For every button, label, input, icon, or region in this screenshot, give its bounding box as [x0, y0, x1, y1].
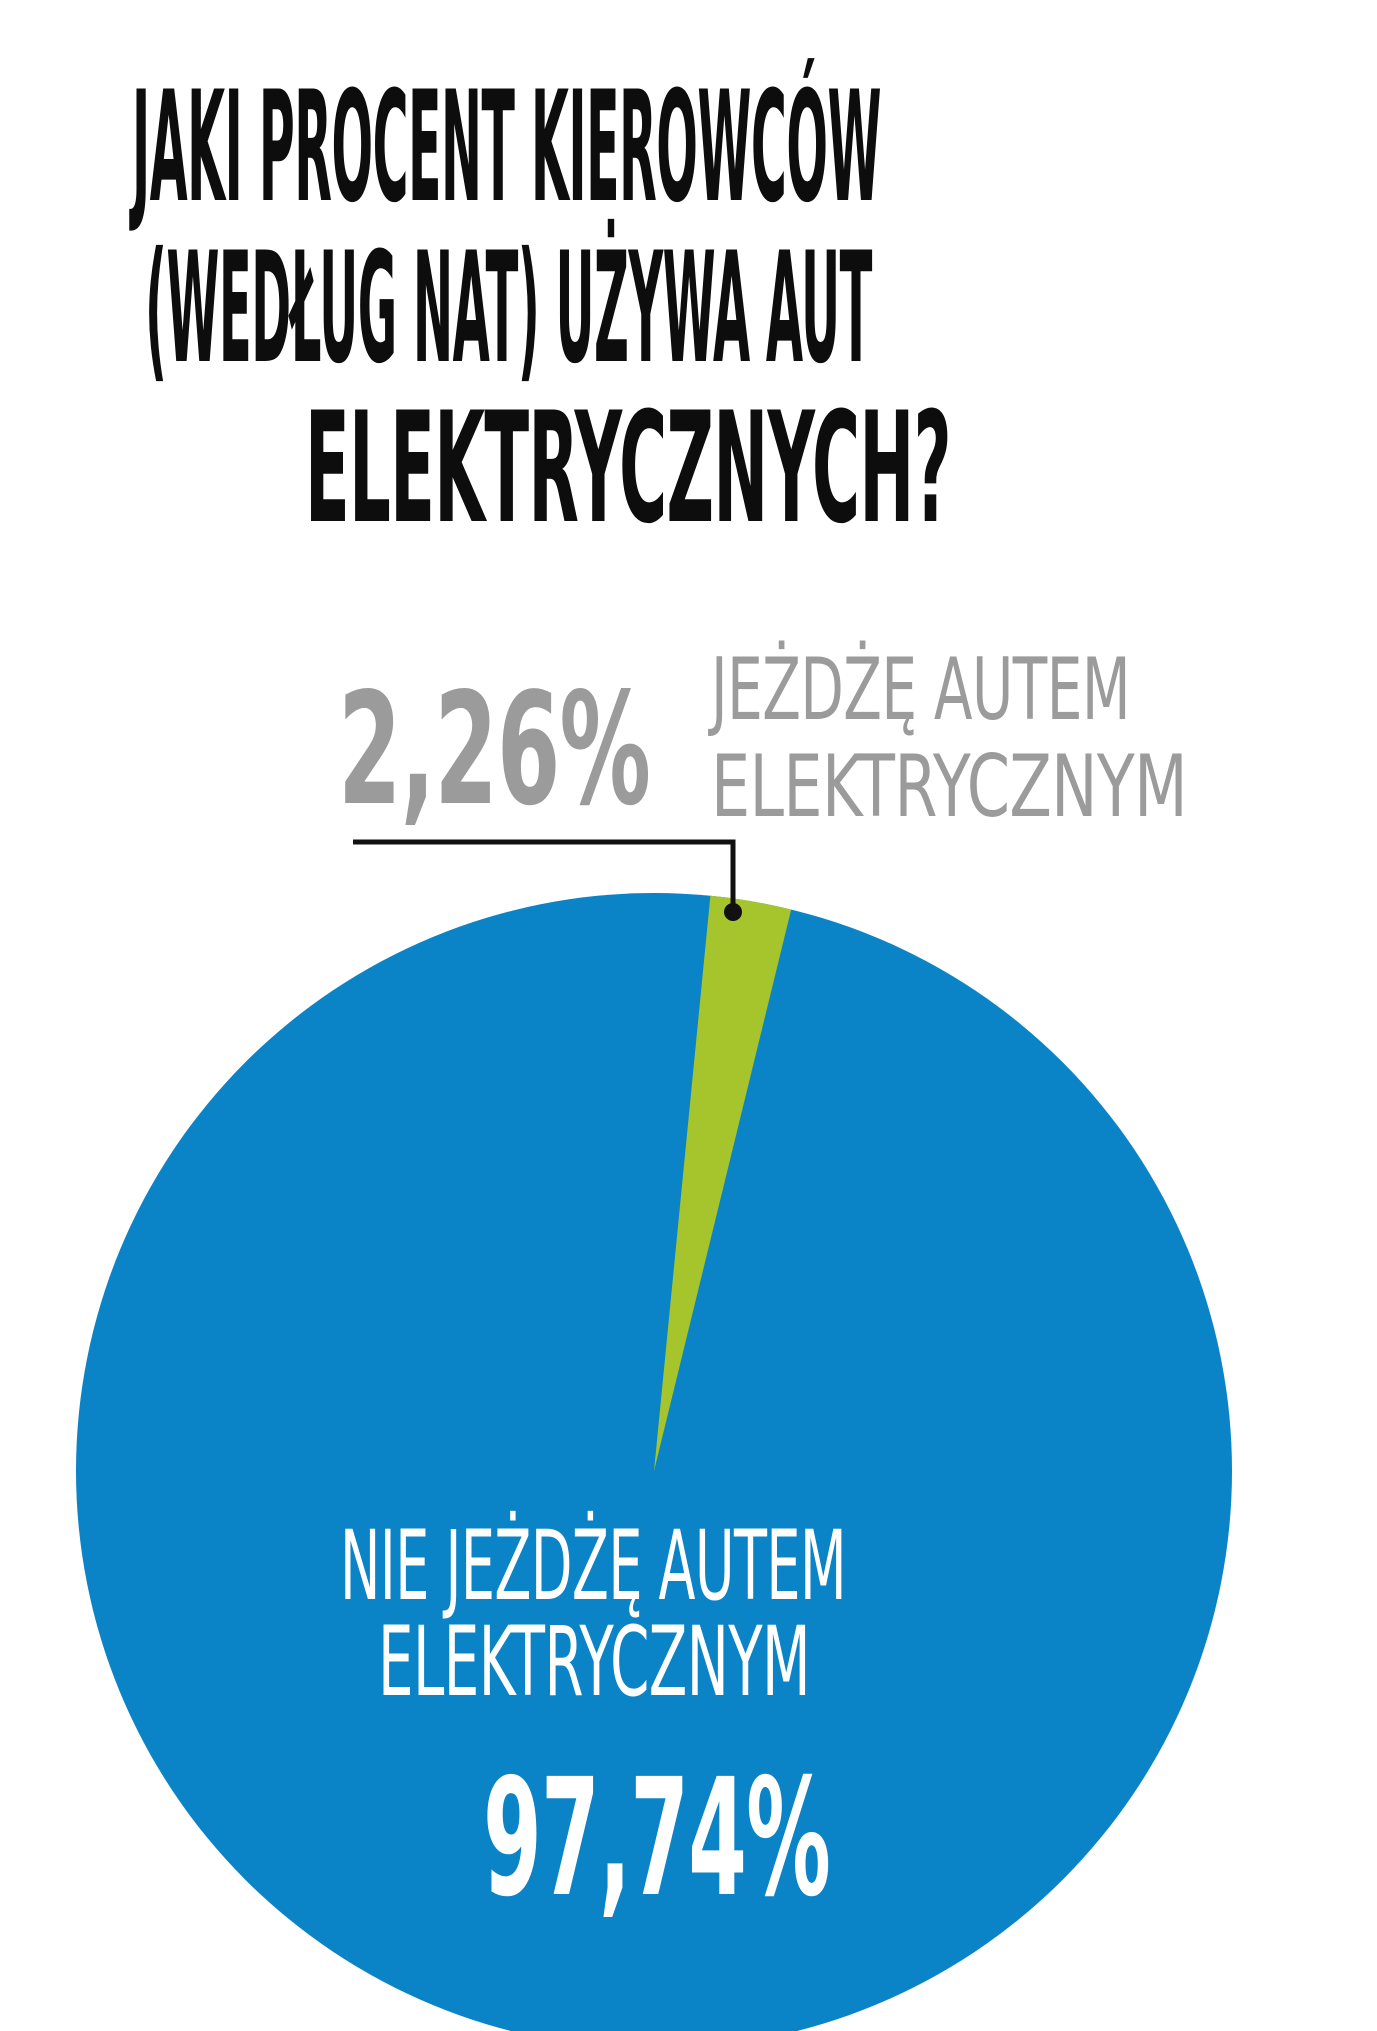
page-title-line-1: JAKI PROCENT KIEROWCÓW: [132, 59, 882, 237]
green-slice-percentage: 2,26%: [338, 659, 651, 840]
callout-line: [353, 839, 736, 912]
blue-slice-label-line-1: NIE JEŻDŻĘ AUTEM: [340, 1510, 847, 1622]
blue-slice-label-line-2: ELEKTRYCZNYM: [378, 1606, 811, 1718]
page-title-line-3: ELEKTRYCZNYCH?: [305, 380, 952, 558]
page-title-line-2: (WEDŁUG NAT) UŻYWA AUT: [145, 220, 872, 398]
pie-slice-not-electric: [76, 893, 1232, 2031]
pie-slice-electric: [654, 895, 792, 1471]
blue-slice-percentage: 97,74%: [483, 1745, 831, 1933]
green-slice-label-line-2: ELEKTRYCZNYM: [711, 737, 1188, 837]
callout-dot-icon: [724, 903, 742, 921]
green-slice-label-line-1: JEŻDŻĘ AUTEM: [711, 640, 1131, 740]
